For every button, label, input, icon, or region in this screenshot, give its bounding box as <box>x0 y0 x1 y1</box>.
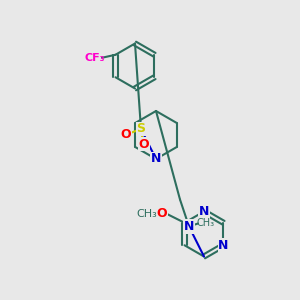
Text: CH₃: CH₃ <box>136 209 158 219</box>
Text: O: O <box>157 207 167 220</box>
Text: CF₃: CF₃ <box>84 53 105 63</box>
Text: N: N <box>184 220 194 233</box>
Text: N: N <box>218 239 229 252</box>
Text: O: O <box>121 128 131 142</box>
Text: S: S <box>136 122 146 136</box>
Text: O: O <box>139 137 149 151</box>
Text: CH₃: CH₃ <box>196 218 214 229</box>
Text: N: N <box>151 152 161 166</box>
Text: N: N <box>199 205 209 218</box>
